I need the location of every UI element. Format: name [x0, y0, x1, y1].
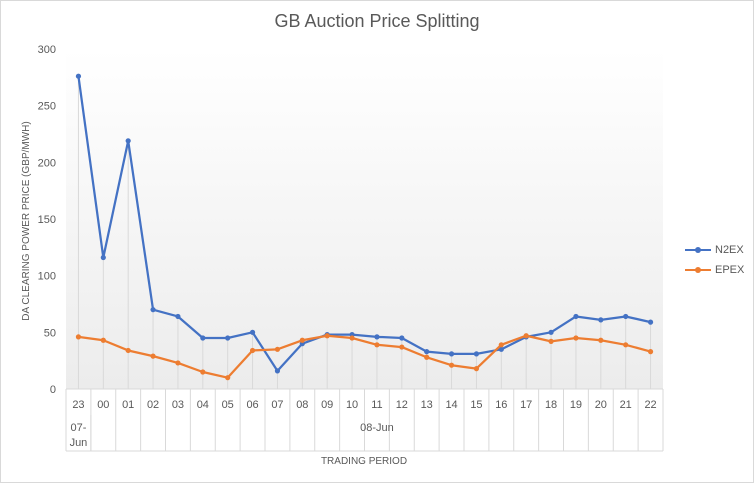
x-tick-label: 19 [570, 399, 582, 411]
x-tick-label: 11 [371, 399, 382, 411]
data-point-n2ex [374, 334, 380, 340]
x-group-label: 07- [70, 422, 86, 434]
data-point-epex [225, 375, 231, 381]
x-tick-label: 09 [321, 399, 333, 411]
data-point-epex [100, 337, 106, 343]
data-point-n2ex [399, 335, 405, 341]
data-point-n2ex [125, 138, 131, 144]
legend-label-n2ex: N2EX [715, 244, 744, 256]
data-point-n2ex [598, 317, 604, 323]
data-point-n2ex [100, 254, 106, 261]
data-point-n2ex [150, 307, 156, 313]
x-tick-label: 04 [197, 399, 209, 411]
data-point-n2ex [647, 319, 654, 325]
data-point-epex [324, 333, 330, 339]
data-point-n2ex [200, 335, 206, 341]
x-tick-label: 12 [396, 399, 408, 411]
data-point-n2ex [274, 368, 281, 374]
data-point-epex [424, 354, 430, 360]
x-tick-label: 10 [346, 399, 358, 411]
y-tick-label: 200 [38, 157, 56, 169]
data-point-epex [399, 344, 405, 350]
y-tick-label: 100 [38, 271, 56, 283]
chart-title: GB Auction Price Splitting [274, 11, 480, 31]
x-tick-label: 18 [545, 399, 557, 411]
plot-area [66, 49, 663, 389]
data-point-epex [448, 362, 455, 368]
x-tick-label: 02 [147, 399, 159, 411]
data-point-epex [200, 369, 206, 375]
data-point-epex [349, 335, 355, 341]
x-tick-label: 21 [620, 399, 632, 411]
y-axis-label: DA CLEARING POWER PRICE (GBP/MWH) [21, 121, 32, 320]
legend-swatch-epex [685, 265, 711, 275]
x-tick-label: 15 [470, 399, 482, 411]
legend-label-epex: EPEX [715, 264, 745, 276]
data-point-epex [299, 337, 305, 343]
data-point-epex [573, 335, 579, 341]
legend-swatch-n2ex [685, 245, 711, 255]
y-tick-label: 50 [44, 327, 56, 339]
data-point-epex [647, 349, 654, 355]
y-tick-label: 250 [38, 101, 56, 113]
data-point-n2ex [225, 335, 231, 341]
x-tick-label: 23 [72, 399, 84, 411]
data-point-epex [598, 337, 604, 343]
y-tick-label: 150 [38, 214, 56, 226]
data-point-epex [125, 347, 131, 354]
x-tick-label: 22 [644, 399, 656, 411]
legend: N2EX EPEX [685, 240, 744, 280]
y-tick-label: 0 [50, 384, 56, 396]
x-tick-label: 05 [222, 399, 234, 411]
data-point-epex [523, 333, 529, 339]
data-point-n2ex [623, 313, 629, 320]
x-tick-label: 01 [122, 399, 134, 411]
series-line-epex [78, 334, 651, 379]
x-group-label: 08-Jun [360, 422, 394, 434]
data-point-epex [175, 360, 181, 366]
data-point-n2ex [548, 329, 554, 335]
x-tick-label: 14 [445, 399, 457, 411]
data-point-epex [75, 334, 82, 340]
legend-item-n2ex: N2EX [685, 240, 744, 260]
data-point-epex [249, 347, 256, 354]
data-point-epex [274, 346, 281, 352]
legend-item-epex: EPEX [685, 260, 744, 280]
x-tick-label: 03 [172, 399, 184, 411]
x-tick-label: 13 [421, 399, 433, 411]
x-group-label: Jun [70, 437, 88, 449]
data-point-epex [623, 342, 629, 348]
x-tick-label: 20 [595, 399, 607, 411]
data-point-n2ex [448, 351, 455, 357]
data-point-epex [498, 342, 504, 348]
data-point-n2ex [498, 346, 504, 352]
x-tick-label: 07 [271, 399, 283, 411]
x-tick-label: 06 [246, 399, 258, 411]
data-point-epex [150, 353, 156, 359]
data-point-n2ex [424, 349, 430, 355]
y-tick-label: 300 [38, 44, 56, 56]
data-point-n2ex [573, 313, 579, 320]
x-axis-label: TRADING PERIOD [321, 456, 407, 467]
x-tick-label: 17 [520, 399, 532, 411]
series-line-n2ex [77, 76, 651, 372]
data-point-n2ex [75, 73, 82, 79]
data-point-epex [548, 338, 554, 344]
x-tick-label: 16 [495, 399, 507, 411]
x-tick-label: 08 [296, 399, 308, 411]
data-point-epex [473, 366, 480, 372]
x-tick-label: 00 [97, 399, 109, 411]
data-point-n2ex [249, 329, 256, 335]
data-point-n2ex [473, 351, 480, 357]
data-point-n2ex [175, 313, 181, 320]
data-point-epex [374, 342, 380, 348]
